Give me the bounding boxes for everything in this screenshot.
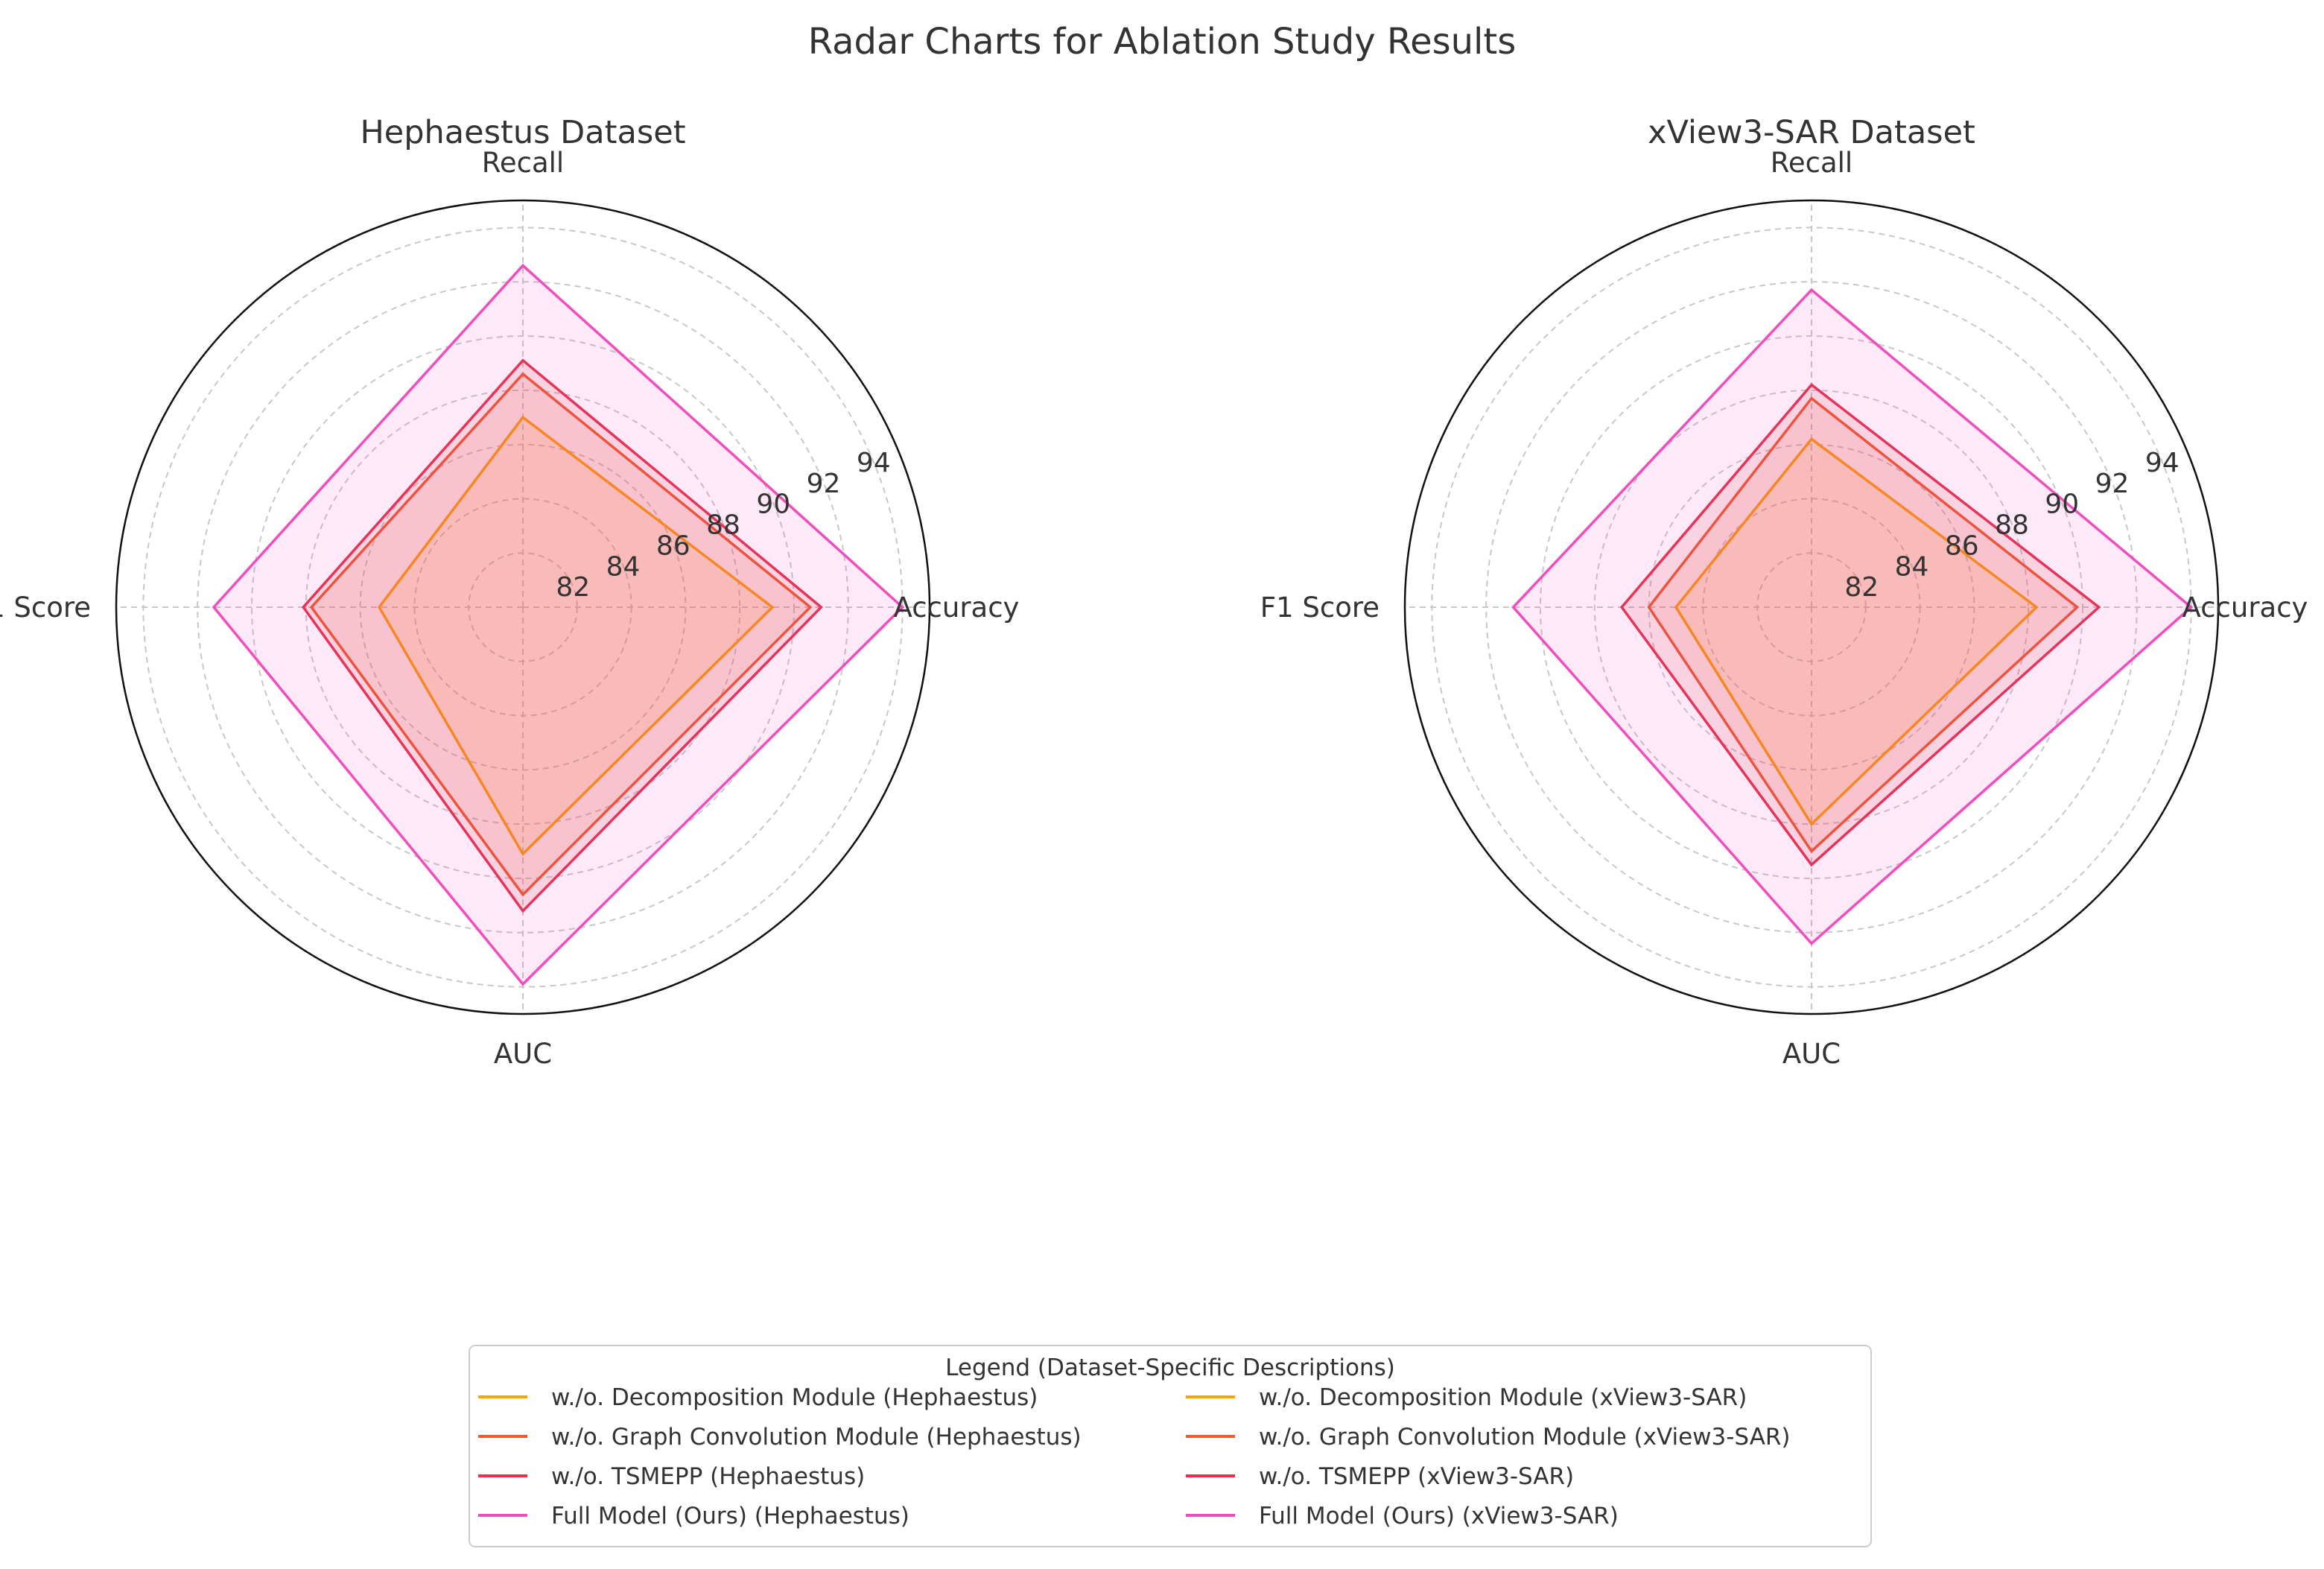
charts-area: Hephaestus Dataset 82 84 86 88 90 92 94 Accuracy… <box>0 114 2308 1070</box>
legend-entry: w./o. Decomposition Module (xView3-SAR) <box>1259 1384 1747 1411</box>
polar-frame <box>1403 199 2220 1015</box>
series-polygon <box>1619 383 2101 867</box>
grid-circle <box>359 443 687 771</box>
axis-label: AUC <box>1782 1038 1841 1070</box>
radial-tick-label: 94 <box>2145 448 2179 478</box>
polar-frame <box>115 199 931 1015</box>
radial-tick-label: 86 <box>656 530 690 561</box>
legend-frame <box>469 1345 1872 1547</box>
radial-tick-label: 92 <box>2095 469 2130 499</box>
chart-title: Hephaestus Dataset <box>360 114 685 151</box>
axis-label: Accuracy <box>2182 592 2308 624</box>
axis-label: F1 Score <box>1260 592 1380 624</box>
grid-circle <box>1648 443 1975 771</box>
legend-entry: w./o. Decomposition Module (Hephaestus) <box>551 1384 1038 1411</box>
radial-tick-label: 90 <box>756 489 790 520</box>
radial-tick-label: 90 <box>2045 489 2079 520</box>
legend-entry: w./o. Graph Convolution Module (Hephaest… <box>551 1424 1082 1451</box>
legend-entry: w./o. TSMEPP (Hephaestus) <box>551 1463 865 1490</box>
legend-entry: w./o. Graph Convolution Module (xView3-S… <box>1259 1424 1791 1451</box>
radial-tick-label: 82 <box>1844 572 1879 603</box>
radial-tick-label: 84 <box>1895 551 1929 582</box>
series-polygon <box>378 415 775 857</box>
grid-circle <box>305 389 741 825</box>
axis-label: F1 Score <box>0 592 91 624</box>
radial-tick-label: 94 <box>857 448 891 478</box>
radial-tick-label: 86 <box>1945 530 1979 561</box>
series-polygon <box>301 358 823 913</box>
radar-chart-2: xView3-SAR Dataset 82 84 86 88 90 92 94 Accuracy… <box>1260 114 2308 1070</box>
series-polygon <box>309 372 813 897</box>
series-polygon <box>1674 437 2039 826</box>
radial-tick-label: 88 <box>1995 510 2029 541</box>
axis-label: AUC <box>494 1038 552 1070</box>
axis-label: Recall <box>1771 147 1852 179</box>
chart-title: xView3-SAR Dataset <box>1648 114 1975 151</box>
series-polygon <box>212 263 905 986</box>
legend: Legend (Dataset-Specific Descriptions) w.… <box>469 1345 1872 1547</box>
series-polygon <box>1647 396 2080 854</box>
figure-title: Radar Charts for Ablation Study Results <box>808 21 1516 63</box>
radial-tick-label: 82 <box>556 572 590 603</box>
legend-entry: Full Model (Ours) (xView3-SAR) <box>1259 1503 1619 1530</box>
radar-chart-1: Hephaestus Dataset 82 84 86 88 90 92 94 Accuracy… <box>0 114 1019 1070</box>
legend-entry: w./o. TSMEPP (xView3-SAR) <box>1259 1463 1574 1490</box>
axis-label: Recall <box>482 147 564 179</box>
grid-circle <box>1593 389 2030 825</box>
legend-title: Legend (Dataset-Specific Descriptions) <box>945 1354 1395 1381</box>
radial-tick-label: 92 <box>807 469 841 499</box>
series-polygon <box>1511 288 2194 945</box>
legend-entry: Full Model (Ours) (Hephaestus) <box>551 1503 909 1530</box>
radial-tick-label: 84 <box>606 551 641 582</box>
axis-label: Accuracy <box>894 592 1020 624</box>
radial-tick-label: 88 <box>706 510 740 541</box>
